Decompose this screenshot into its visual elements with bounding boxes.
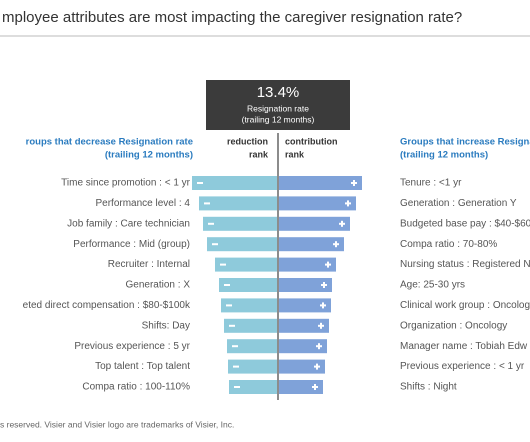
bar (215, 257, 277, 272)
category-label: Previous experience : 5 yr (74, 341, 190, 352)
bar (199, 196, 277, 211)
bar (279, 359, 325, 374)
category-label: Age: 25-30 yrs (400, 280, 465, 291)
footer: s reserved. Visier and Visier logo are t… (0, 419, 234, 429)
category-label: Top talent : Top talent (95, 361, 190, 372)
bar (228, 359, 277, 374)
bar (279, 318, 329, 333)
category-label: Previous experience : < 1 yr (400, 361, 525, 372)
headline-rate: 13.4% (257, 84, 300, 101)
bar (224, 318, 277, 333)
bar (279, 176, 362, 190)
left-rank-header: rank (249, 149, 269, 159)
bar (203, 216, 277, 231)
chart-title: mployee attributes are most impacting th… (2, 9, 462, 26)
bar (279, 216, 350, 231)
bar (279, 237, 344, 252)
bar (227, 339, 277, 354)
category-label: Compa ratio : 100-110% (82, 382, 190, 393)
bar (229, 380, 277, 394)
category-label: Organization : Oncology (400, 320, 507, 331)
bar (279, 339, 327, 354)
category-label: Job family : Care technician (67, 218, 190, 229)
category-label: eted direct compensation : $80-$100k (23, 300, 191, 311)
category-label: Performance level : 4 (96, 198, 191, 209)
bar (219, 278, 277, 292)
category-label: Tenure : <1 yr (400, 178, 462, 189)
category-label: Generation : X (126, 280, 191, 291)
bar (279, 196, 356, 211)
bar (279, 278, 332, 292)
category-label: Shifts : Night (400, 382, 457, 393)
category-label: Performance : Mid (group) (73, 239, 190, 250)
headline-box (206, 80, 350, 130)
right-title: Groups that increase Resigna (400, 137, 530, 148)
headline-label: Resignation rate (247, 103, 309, 113)
category-label: Time since promotion : < 1 yr (61, 178, 191, 189)
bar (192, 176, 277, 190)
category-label: Shifts: Day (142, 320, 190, 331)
category-label: Budgeted base pay : $40-$60 (400, 218, 530, 229)
bar (221, 298, 277, 313)
category-label: Clinical work group : Oncolog (400, 300, 530, 311)
category-label: Manager name : Tobiah Edw (400, 341, 528, 352)
right-rank-header: contribution (285, 136, 338, 146)
left-subtitle: (trailing 12 months) (105, 150, 193, 161)
category-label: Recruiter : Internal (108, 259, 190, 270)
category-label: Generation : Generation Y (400, 198, 517, 209)
headline-sublabel: (trailing 12 months) (242, 114, 315, 124)
right-subtitle: (trailing 12 months) (400, 150, 488, 161)
category-label: Nursing status : Registered N (400, 259, 530, 270)
bar (279, 298, 331, 313)
bar (279, 257, 336, 272)
category-label: Compa ratio : 70-80% (400, 239, 497, 250)
left-rank-header: reduction (227, 136, 268, 146)
right-rank-header: rank (285, 149, 305, 159)
bar (207, 237, 277, 252)
left-title: roups that decrease Resignation rate (26, 137, 193, 148)
bar (279, 380, 323, 394)
